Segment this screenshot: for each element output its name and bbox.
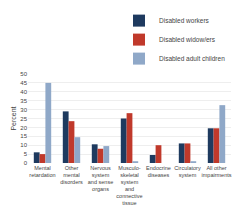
svg-text:Disabled workers: Disabled workers: [159, 17, 210, 24]
svg-text:All otherimpairments: All otherimpairments: [202, 165, 232, 178]
svg-text:15: 15: [20, 133, 27, 139]
svg-text:Disabled adult children: Disabled adult children: [159, 55, 225, 62]
svg-text:45: 45: [20, 80, 27, 86]
svg-text:Musculo-skeletalsystemandconne: Musculo-skeletalsystemandconnectivetissu…: [116, 165, 142, 207]
svg-text:Othermentaldisorders: Othermentaldisorders: [60, 165, 83, 185]
svg-text:0: 0: [24, 160, 28, 166]
svg-text:50: 50: [20, 71, 27, 77]
svg-text:Endocrinediseases: Endocrinediseases: [146, 165, 171, 178]
svg-text:Mentalretardation: Mentalretardation: [29, 165, 55, 178]
svg-text:10: 10: [20, 142, 27, 148]
svg-text:Circulatorysystem: Circulatorysystem: [174, 165, 201, 178]
svg-text:5: 5: [24, 151, 28, 157]
svg-text:40: 40: [20, 89, 27, 95]
svg-text:30: 30: [20, 107, 27, 113]
svg-text:35: 35: [20, 98, 27, 104]
svg-text:Percent: Percent: [10, 106, 17, 130]
svg-text:Nervoussystemand senseorgans: Nervoussystemand senseorgans: [88, 165, 113, 192]
svg-text:Disabled widow/ers: Disabled widow/ers: [159, 36, 216, 43]
svg-text:20: 20: [20, 125, 27, 131]
svg-text:25: 25: [20, 116, 27, 122]
